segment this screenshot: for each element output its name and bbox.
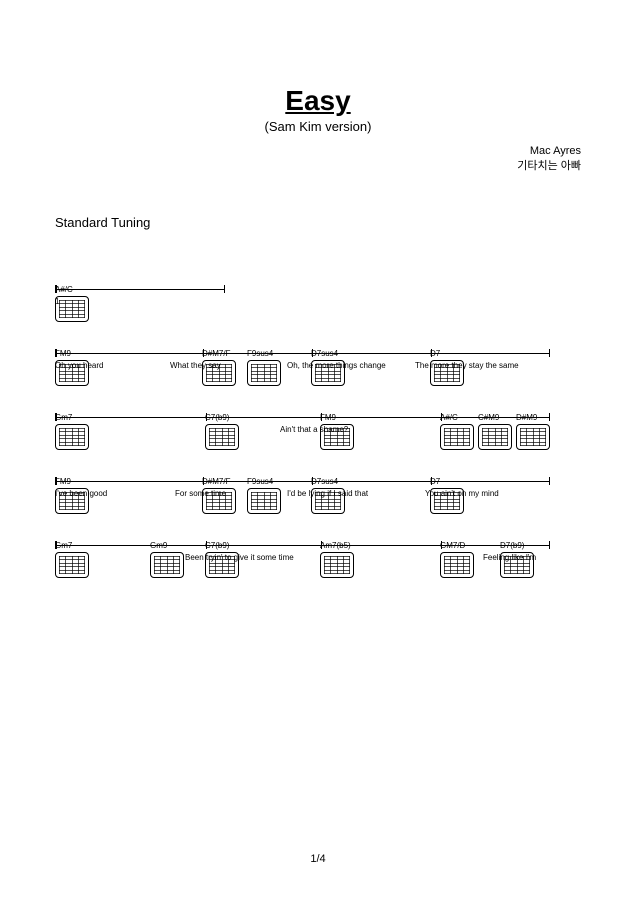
timeline-tick (321, 413, 322, 421)
lyric-text: Feeling like I'm (483, 553, 536, 562)
chord-rows: A#/C1 FM9D#M7/FF9sus4D7sus4D7Oh you heard… (55, 285, 581, 565)
timeline-tick (441, 541, 442, 549)
header: Easy (Sam Kim version) (55, 85, 581, 134)
tuning-label: Standard Tuning (55, 215, 581, 230)
lyric-text: 1 (55, 297, 59, 306)
lyric-text: Oh you heard (55, 361, 103, 370)
lyric-text: I've been good (55, 489, 107, 498)
chord-row: A#/C1 (55, 285, 225, 309)
lyric-text: Oh, the more things change (287, 361, 386, 370)
timeline-tick (431, 477, 432, 485)
lyric-text: For some time (175, 489, 226, 498)
lyric-text: Been tryin' to give it some time (185, 553, 294, 562)
timeline-tick (56, 477, 57, 485)
lyrics-line: 1 (55, 297, 225, 309)
credits: Mac Ayres 기타치는 아빠 (55, 144, 581, 175)
timeline (55, 541, 550, 549)
timeline-tick (56, 285, 57, 293)
chord-row: Gm7C7(b9)FM9A#/CC#M9D#M9Ain't that a sha… (55, 413, 550, 437)
timeline-tick (321, 541, 322, 549)
timeline-tick (56, 541, 57, 549)
timeline (55, 285, 225, 293)
timeline-tick (431, 349, 432, 357)
timeline (55, 413, 550, 421)
timeline (55, 349, 550, 357)
timeline-tick (312, 477, 313, 485)
lyrics-line: I've been good For some time I'd be lying … (55, 489, 550, 501)
chord-row: FM9D#M7/FF9sus4D7sus4D7I've been goodFor… (55, 477, 550, 501)
lyric-text: What they say (170, 361, 221, 370)
song-subtitle: (Sam Kim version) (55, 119, 581, 134)
timeline-tick (206, 413, 207, 421)
timeline-tick (56, 349, 57, 357)
timeline-tick (441, 413, 442, 421)
chord-row: Gm7Gm9C7(b9)Am7(b5)GM7/DD7(b9)Been tryin… (55, 541, 550, 565)
timeline-tick (206, 541, 207, 549)
credit-artist: Mac Ayres (55, 144, 581, 159)
timeline (55, 477, 550, 485)
lyrics-line: Ain't that a shame? (55, 425, 550, 437)
timeline-tick (56, 413, 57, 421)
timeline-tick (312, 349, 313, 357)
lyric-text: The more they stay the same (415, 361, 519, 370)
song-title: Easy (55, 85, 581, 117)
credit-arranger: 기타치는 아빠 (55, 159, 581, 174)
lyric-text: Ain't that a shame? (280, 425, 348, 434)
page-number: 1/4 (0, 853, 636, 865)
lyrics-line: Oh you heard What they say Oh, the more th… (55, 361, 550, 373)
lyric-text: You ain't on my mind (425, 489, 499, 498)
timeline-tick (203, 349, 204, 357)
lyrics-line: Been tryin' to give it some time Feeling … (55, 553, 550, 565)
chord-row: FM9D#M7/FF9sus4D7sus4D7Oh you heardWhat … (55, 349, 550, 373)
lyric-text: I'd be lying if I said that (287, 489, 368, 498)
timeline-tick (203, 477, 204, 485)
